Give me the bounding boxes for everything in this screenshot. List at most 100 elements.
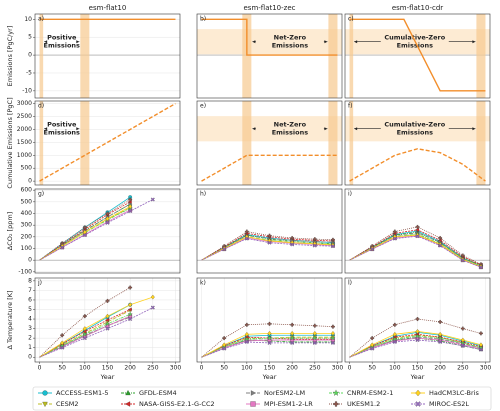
panel: i) — [344, 188, 491, 274]
panel-label: d) — [38, 103, 44, 110]
x-tick-label: 200 — [434, 365, 446, 372]
panel-frame — [196, 188, 343, 274]
y-tick-label: 3 — [28, 325, 32, 332]
marker — [392, 322, 397, 327]
x-tick-label: 300 — [480, 365, 492, 372]
panel-frame — [34, 277, 181, 363]
marker — [105, 326, 110, 331]
panel-background — [197, 101, 342, 185]
marker — [267, 331, 272, 336]
y-axis-label: Emissions [PgC/yr] — [6, 26, 14, 87]
y-tick-label: 0 — [28, 52, 32, 59]
marker — [82, 326, 87, 331]
shaded-span — [39, 101, 44, 185]
marker — [267, 340, 272, 345]
arrow-head — [354, 40, 358, 44]
marker — [414, 333, 421, 339]
shaded-span — [476, 14, 486, 98]
y-tick-label: 7 — [28, 287, 32, 294]
annotation-band — [197, 29, 342, 55]
marker — [330, 244, 335, 249]
plot-area — [39, 102, 176, 182]
marker — [331, 237, 335, 242]
marker — [244, 336, 250, 342]
y-tick-label: 0 — [28, 354, 32, 361]
panel-background — [197, 189, 342, 273]
plot-area — [201, 321, 336, 358]
arrow-head — [324, 127, 328, 131]
marker — [437, 335, 443, 341]
marker — [478, 265, 483, 270]
marker — [82, 314, 87, 319]
plot-area — [39, 195, 155, 261]
marker — [222, 346, 227, 351]
plot-area — [201, 18, 338, 56]
legend-label: MPI-ESM1-2-LR — [264, 400, 313, 408]
panel-frame — [344, 277, 491, 363]
column-title: esm-flat10 — [89, 4, 127, 12]
marker — [104, 321, 111, 326]
x-tick-label: 50 — [220, 365, 228, 372]
y-tick-label: 8 — [28, 277, 32, 284]
y-tick-label: 500 — [21, 165, 33, 172]
marker — [128, 204, 133, 209]
marker — [267, 321, 272, 326]
marker — [438, 339, 443, 344]
marker — [244, 229, 249, 234]
marker — [333, 401, 339, 407]
panel-background — [197, 14, 342, 98]
marker — [150, 294, 155, 300]
panel-frame — [34, 100, 181, 186]
marker — [60, 340, 65, 346]
marker — [222, 247, 227, 252]
series-line — [39, 296, 153, 358]
arrow-head — [252, 40, 256, 44]
marker — [330, 335, 336, 341]
panel-label: k) — [200, 280, 206, 287]
shaded-span — [242, 14, 252, 98]
panel-frame — [196, 277, 343, 363]
annotation: Emissions — [44, 42, 81, 50]
plot-area — [349, 317, 484, 358]
y-tick-label: 400 — [21, 210, 33, 217]
marker — [222, 336, 227, 341]
marker — [244, 322, 249, 327]
y-axis-label: ΔCO₂ [ppm] — [6, 212, 14, 250]
panel: 0 1 2 3 4 5 6 7 8 0 50 100 150 200 250 300 j) Year Δ Tempe… — [6, 277, 181, 381]
y-tick-label: -5 — [26, 69, 32, 76]
marker — [478, 345, 484, 350]
annotation-band — [197, 116, 342, 142]
marker — [128, 317, 133, 322]
marker — [82, 336, 87, 341]
marker — [82, 233, 87, 238]
series-line — [39, 102, 176, 182]
marker — [266, 335, 273, 341]
shaded-span — [80, 14, 90, 98]
marker — [290, 322, 295, 327]
arrow-head — [44, 127, 48, 131]
marker — [82, 331, 88, 337]
x-tick-label: 0 — [200, 365, 204, 372]
marker — [392, 336, 398, 342]
panel-background — [345, 101, 490, 185]
arrow-head — [472, 40, 476, 44]
legend-label: CNRM-ESM2-1 — [347, 389, 393, 397]
legend-label: UKESM1.2 — [347, 400, 380, 408]
marker — [290, 242, 295, 247]
legend-label: GFDL-ESM4 — [139, 389, 177, 397]
marker — [105, 216, 110, 222]
annotation: Emissions — [272, 129, 309, 137]
panel-frame — [34, 188, 181, 274]
shaded-span — [328, 101, 338, 185]
x-tick-label: 50 — [58, 365, 66, 372]
legend-label: NorESM2-LM — [264, 389, 305, 397]
marker — [150, 197, 155, 202]
panel-label: e) — [200, 103, 206, 110]
arrow-head — [44, 40, 48, 44]
x-tick-label: 150 — [102, 365, 114, 372]
series-line — [349, 18, 486, 92]
annotation: Emissions — [397, 129, 434, 137]
marker — [244, 339, 249, 344]
panel-label: j) — [37, 280, 42, 287]
